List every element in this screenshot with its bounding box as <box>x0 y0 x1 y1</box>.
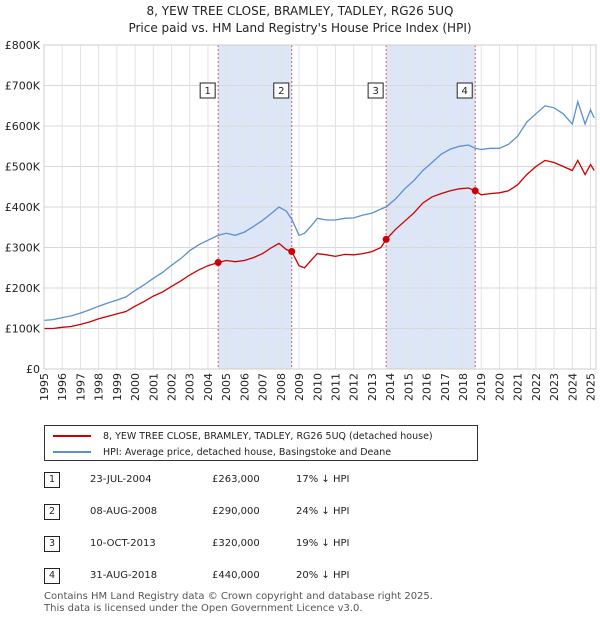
sale-hpi-delta: 17% ↓ HPI <box>296 474 350 485</box>
footer-licence: This data is licensed under the Open Gov… <box>44 603 363 614</box>
sale-price: £290,000 <box>212 506 260 517</box>
legend-swatch-price-paid <box>53 435 91 437</box>
chart-title: 8, YEW TREE CLOSE, BRAMLEY, TADLEY, RG26… <box>146 4 454 18</box>
sale-label-box <box>456 82 473 99</box>
x-tick-label: 2021 <box>512 373 525 401</box>
y-tick-label: £100K <box>5 323 41 336</box>
legend-item-price-paid: 8, YEW TREE CLOSE, BRAMLEY, TADLEY, RG26… <box>53 429 433 443</box>
chart-subtitle: Price paid vs. HM Land Registry's House … <box>128 21 472 35</box>
x-tick-label: 2015 <box>402 373 415 401</box>
x-tick-label: 2010 <box>311 373 324 401</box>
sale-point <box>214 258 222 266</box>
x-tick-label: 2016 <box>421 373 434 401</box>
sale-number-badge: 3 <box>44 536 60 552</box>
sale-point <box>288 248 296 256</box>
sale-hpi-delta: 20% ↓ HPI <box>296 570 350 581</box>
sale-date: 23-JUL-2004 <box>90 474 152 485</box>
sale-point <box>471 187 479 195</box>
sale-label-box <box>273 82 290 99</box>
footer-copyright: Contains HM Land Registry data © Crown c… <box>44 591 433 602</box>
sale-label-number: 2 <box>278 86 284 97</box>
sale-number-badge: 4 <box>44 568 60 584</box>
x-tick-label: 1999 <box>111 373 124 401</box>
plot-frame <box>43 44 597 370</box>
x-tick-label: 1996 <box>56 373 69 401</box>
sale-price: £320,000 <box>212 538 260 549</box>
sale-label-number: 1 <box>204 86 210 97</box>
sale-row: 3 10-OCT-2013 £320,000 19% ↓ HPI <box>44 536 464 554</box>
x-tick-label: 2000 <box>129 373 142 401</box>
x-tick-label: 2018 <box>457 373 470 401</box>
x-tick-label: 2017 <box>439 373 452 401</box>
x-tick-label: 2013 <box>366 373 379 401</box>
x-tick-label: 2004 <box>202 373 215 401</box>
hpi-line <box>43 99 595 322</box>
sale-point <box>382 235 390 243</box>
y-tick-label: £700K <box>5 80 41 93</box>
legend: 8, YEW TREE CLOSE, BRAMLEY, TADLEY, RG26… <box>44 425 478 461</box>
legend-item-hpi: HPI: Average price, detached house, Basi… <box>53 445 391 459</box>
x-tick-label: 2020 <box>493 373 506 401</box>
y-tick-label: £600K <box>5 120 41 133</box>
y-tick-label: £0 <box>26 363 40 376</box>
sale-label-box <box>367 82 384 99</box>
x-tick-label: 2019 <box>475 373 488 401</box>
x-tick-label: 2024 <box>566 373 579 401</box>
sale-date: 31-AUG-2018 <box>90 570 158 581</box>
legend-label-price-paid: 8, YEW TREE CLOSE, BRAMLEY, TADLEY, RG26… <box>103 430 433 442</box>
legend-label-hpi: HPI: Average price, detached house, Basi… <box>103 446 392 458</box>
y-tick-label: £200K <box>5 282 41 295</box>
sale-row: 1 23-JUL-2004 £263,000 17% ↓ HPI <box>44 472 464 490</box>
legend-swatch-hpi <box>53 451 91 453</box>
x-tick-label: 2009 <box>293 373 306 401</box>
price-chart: £0 £100K £200K £300K £400K £500K £600K £700K £80… <box>5 39 598 401</box>
x-tick-label: 2005 <box>220 373 233 401</box>
x-tick-label: 2002 <box>166 373 179 401</box>
x-tick-label: 1997 <box>74 373 87 401</box>
y-tick-label: £400K <box>5 201 41 214</box>
sale-row: 4 31-AUG-2018 £440,000 20% ↓ HPI <box>44 568 464 586</box>
x-tick-label: 2007 <box>257 373 270 401</box>
sale-label-box <box>199 82 216 99</box>
x-tick-label: 2006 <box>238 373 251 401</box>
y-tick-label: £300K <box>5 242 41 255</box>
y-tick-label: £500K <box>5 161 41 174</box>
x-tick-label: 2003 <box>184 373 197 401</box>
x-tick-label: 2011 <box>329 373 342 401</box>
sale-label-number: 4 <box>462 86 468 97</box>
y-tick-label: £800K <box>5 39 41 52</box>
price-paid-line <box>44 159 595 330</box>
sale-price: £263,000 <box>212 474 260 485</box>
x-tick-label: 1995 <box>38 373 51 401</box>
sale-hpi-delta: 19% ↓ HPI <box>296 538 350 549</box>
x-tick-label: 2014 <box>384 373 397 401</box>
x-tick-label: 2025 <box>585 373 598 401</box>
sale-date: 10-OCT-2013 <box>90 538 156 549</box>
x-tick-label: 2008 <box>275 373 288 401</box>
x-tick-label: 2001 <box>147 373 160 401</box>
x-tick-label: 2023 <box>548 373 561 401</box>
sale-number-badge: 1 <box>44 472 60 488</box>
sale-price: £440,000 <box>212 570 260 581</box>
sale-date: 08-AUG-2008 <box>90 506 158 517</box>
x-tick-label: 1998 <box>93 373 106 401</box>
x-tick-label: 2022 <box>530 373 543 401</box>
sale-label-number: 3 <box>372 86 378 97</box>
sale-number-badge: 2 <box>44 504 60 520</box>
x-tick-label: 2012 <box>348 373 361 401</box>
sale-hpi-delta: 24% ↓ HPI <box>296 506 350 517</box>
sale-row: 2 08-AUG-2008 £290,000 24% ↓ HPI <box>44 504 464 522</box>
